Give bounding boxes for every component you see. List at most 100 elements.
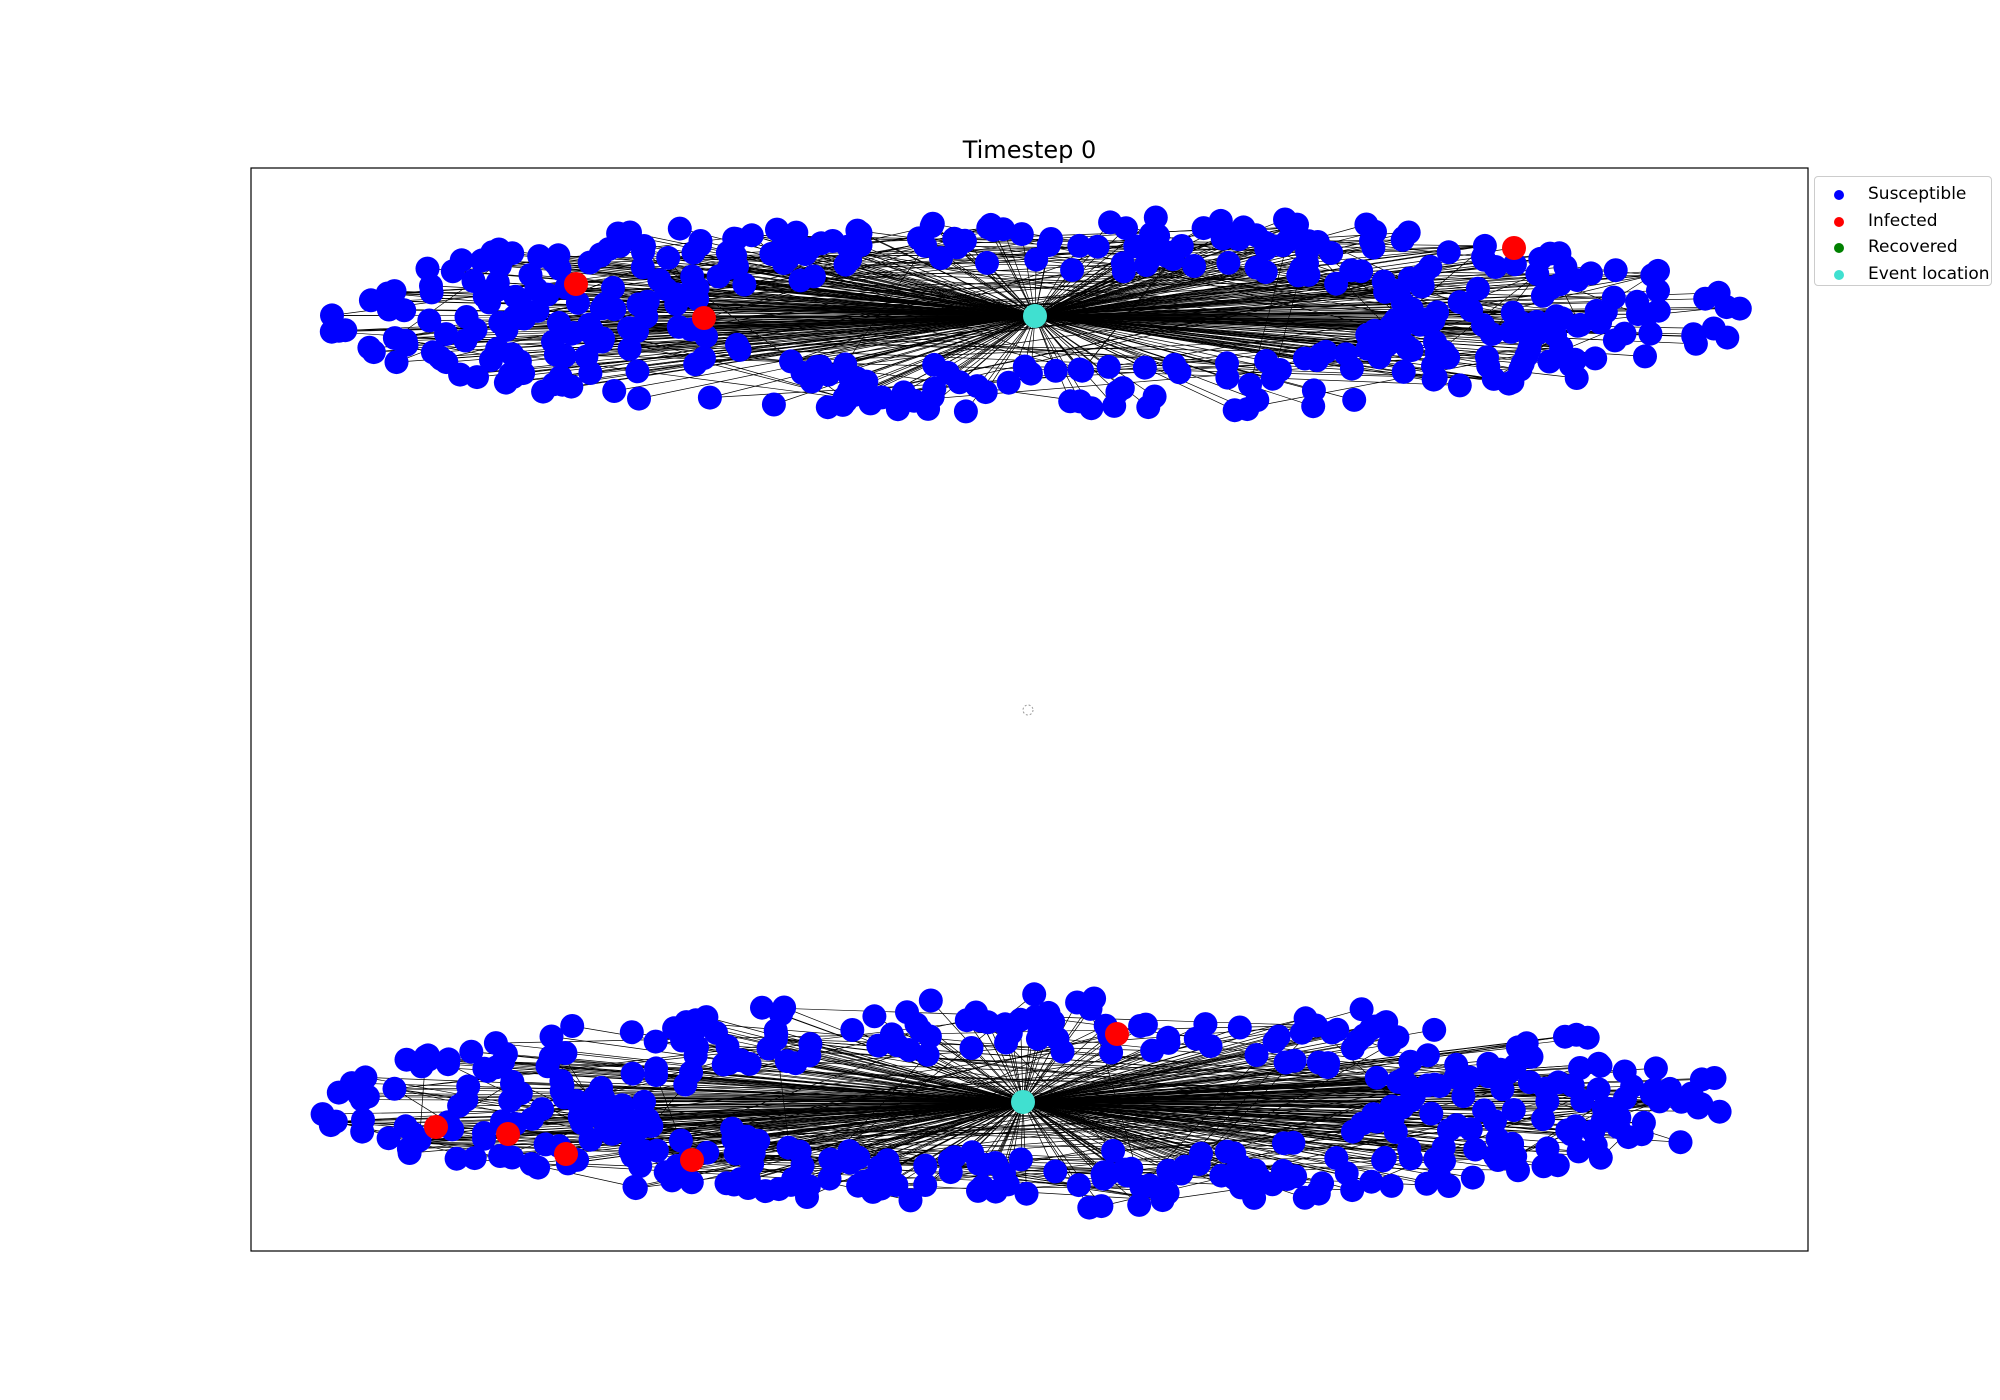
susceptible-node [1586, 301, 1611, 326]
susceptible-node [1379, 1173, 1404, 1198]
susceptible-node [1066, 1173, 1091, 1198]
susceptible-node [434, 322, 459, 347]
susceptible-node [691, 346, 716, 370]
susceptible-node [966, 1151, 991, 1176]
susceptible-node [1472, 247, 1497, 272]
edge [697, 1026, 1024, 1103]
susceptible-node [382, 1076, 407, 1101]
susceptible-node [787, 1139, 812, 1164]
edge [1022, 1033, 1118, 1103]
susceptible-node [766, 1177, 791, 1202]
infected-node [496, 1122, 520, 1146]
susceptible-node [625, 359, 650, 384]
susceptible-node [1377, 1032, 1402, 1057]
susceptible-node [1167, 360, 1192, 385]
susceptible-node [913, 1173, 938, 1197]
susceptible-node [1531, 1107, 1556, 1131]
susceptible-node [1012, 354, 1037, 379]
susceptible-node [486, 237, 511, 262]
susceptible-node [891, 380, 916, 405]
susceptible-node [1451, 1084, 1476, 1109]
edge [1022, 1101, 1444, 1148]
susceptible-node [454, 305, 479, 329]
edge [1022, 1101, 1202, 1154]
susceptible-node [1658, 1080, 1683, 1105]
susceptible-node [1668, 1130, 1693, 1155]
event-location-node [1023, 304, 1047, 328]
susceptible-node [667, 216, 692, 241]
susceptible-node [1633, 344, 1657, 369]
legend-marker-susceptible [1834, 190, 1844, 200]
susceptible-node [1160, 247, 1185, 272]
susceptible-node [938, 1160, 963, 1185]
susceptible-node [1457, 1065, 1482, 1090]
susceptible-node [862, 1004, 887, 1029]
edge [1022, 1101, 1509, 1159]
susceptible-node [1289, 1020, 1314, 1045]
susceptible-node [1039, 227, 1063, 251]
edge [405, 340, 845, 399]
edge [903, 281, 1384, 393]
susceptible-node [607, 1107, 632, 1131]
susceptible-node [1570, 1088, 1595, 1113]
edge [1034, 315, 1326, 353]
susceptible-node [1535, 1136, 1560, 1161]
susceptible-node [592, 291, 617, 316]
edge [934, 315, 1036, 366]
edge [866, 315, 1036, 382]
susceptible-node [1058, 389, 1083, 414]
susceptible-node [1210, 226, 1235, 251]
edge [1034, 315, 1118, 393]
susceptible-node [942, 226, 967, 251]
susceptible-node [1102, 393, 1127, 418]
edge [541, 1108, 1377, 1122]
edge [1034, 315, 1596, 359]
susceptible-node [975, 1010, 1000, 1035]
edge [1034, 283, 1337, 317]
edge [561, 1080, 1024, 1103]
susceptible-node [673, 1072, 698, 1097]
susceptible-node [1143, 205, 1168, 230]
susceptible-node [975, 250, 999, 275]
susceptible-node [1578, 261, 1603, 286]
susceptible-node [1238, 372, 1262, 397]
susceptible-node [1371, 1148, 1396, 1173]
susceptible-node [1727, 296, 1752, 321]
susceptible-node [838, 247, 863, 272]
susceptible-node [1182, 254, 1207, 278]
susceptible-node [361, 340, 386, 365]
susceptible-node [1432, 339, 1456, 364]
susceptible-node [1090, 1162, 1115, 1187]
legend: Susceptible Infected Recovered Event loc… [1814, 176, 1992, 286]
edge [1022, 1101, 1513, 1146]
susceptible-node [656, 245, 681, 270]
susceptible-node [1379, 316, 1404, 341]
susceptible-node [1370, 1104, 1395, 1129]
susceptible-node [382, 279, 407, 304]
susceptible-node [739, 223, 764, 248]
edge [1034, 315, 1228, 378]
susceptible-node [1191, 216, 1216, 241]
susceptible-node [1009, 222, 1034, 247]
edge [1022, 1028, 1372, 1103]
susceptible-node [976, 215, 1001, 240]
susceptible-node [685, 287, 710, 311]
susceptible-node [1025, 1026, 1050, 1051]
susceptible-node [706, 264, 731, 289]
susceptible-node [353, 1065, 378, 1090]
susceptible-node [878, 1157, 902, 1182]
edge [1034, 315, 1175, 366]
susceptible-node [1364, 1065, 1389, 1090]
susceptible-node [1391, 359, 1416, 384]
susceptible-node [697, 385, 722, 410]
susceptible-node [898, 1188, 923, 1213]
edge [1022, 1101, 1439, 1177]
susceptible-node [578, 1127, 603, 1152]
susceptible-node [349, 1087, 374, 1112]
susceptible-node [1396, 1073, 1420, 1098]
edge [1034, 273, 1591, 317]
susceptible-node [449, 248, 474, 273]
susceptible-node [1643, 1056, 1668, 1081]
infected-node [564, 272, 588, 296]
susceptible-node [664, 282, 689, 307]
